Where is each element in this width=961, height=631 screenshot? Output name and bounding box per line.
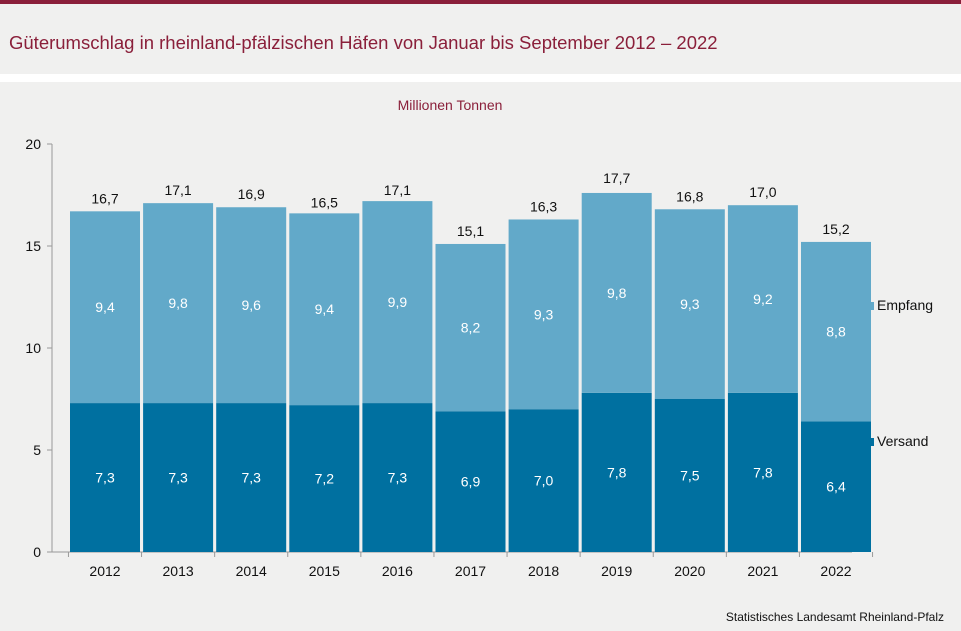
bar-segment-versand [435, 411, 506, 552]
bar-value-label-versand: 7,5 [680, 468, 700, 484]
bar-segment-versand [216, 403, 287, 552]
bar-segment-empfang [435, 243, 506, 412]
header-divider [0, 74, 961, 82]
bar-segment-empfang [727, 205, 798, 393]
y-tick-label: 0 [33, 544, 41, 560]
bar-segment-versand [727, 392, 798, 552]
bar-total-label: 17,1 [164, 182, 191, 198]
bar-total-label: 15,2 [822, 221, 849, 237]
legend-swatch-versand [866, 438, 874, 446]
y-tick-label: 10 [25, 340, 41, 356]
y-tick-label: 5 [33, 442, 41, 458]
bar-segment-versand [508, 409, 579, 552]
x-tick-label: 2021 [747, 563, 778, 579]
bar-segment-versand [70, 403, 140, 552]
bar-value-label-empfang: 9,2 [753, 291, 773, 307]
bar-segment-versand [581, 392, 652, 552]
bar-segment-versand [654, 399, 725, 552]
bar-segment-empfang [801, 241, 871, 422]
legend-label-versand: Versand [877, 433, 928, 449]
bar-segment-empfang [581, 192, 652, 393]
x-tick-label: 2013 [163, 563, 194, 579]
bar-value-label-empfang: 9,8 [607, 285, 627, 301]
x-tick-label: 2012 [89, 563, 120, 579]
bar-segment-empfang [362, 201, 433, 404]
bar-segment-empfang [143, 203, 214, 404]
bar-value-label-versand: 6,4 [826, 479, 846, 495]
bar-total-label: 17,1 [384, 182, 411, 198]
bar-segment-empfang [216, 207, 287, 404]
bar-value-label-versand: 7,3 [95, 470, 115, 486]
x-tick-label: 2018 [528, 563, 559, 579]
x-tick-label: 2019 [601, 563, 632, 579]
bar-total-label: 16,5 [311, 194, 338, 210]
top-accent-bar [0, 0, 961, 4]
x-tick-label: 2017 [455, 563, 486, 579]
bar-value-label-versand: 7,3 [168, 470, 188, 486]
bar-segment-empfang [70, 211, 140, 404]
bar-value-label-empfang: 8,8 [826, 324, 846, 340]
x-tick-label: 2016 [382, 563, 413, 579]
header: Güterumschlag in rheinland-pfälzischen H… [0, 4, 961, 74]
bar-value-label-empfang: 9,4 [95, 299, 115, 315]
y-axis-unit-label: Millionen Tonnen [397, 97, 503, 113]
x-tick-label: 2020 [674, 563, 705, 579]
bar-value-label-empfang: 9,4 [315, 301, 335, 317]
source-note: Statistisches Landesamt Rheinland-Pfalz [725, 610, 944, 624]
bar-total-label: 16,8 [676, 188, 703, 204]
bar-total-label: 17,7 [603, 170, 630, 186]
y-tick-label: 20 [25, 136, 41, 152]
bar-value-label-versand: 6,9 [461, 474, 481, 490]
bar-segment-empfang [289, 213, 360, 406]
bar-value-label-empfang: 9,3 [680, 296, 700, 312]
x-tick-label: 2015 [309, 563, 340, 579]
bar-total-label: 16,7 [91, 190, 118, 206]
bar-value-label-empfang: 9,9 [388, 294, 408, 310]
bar-total-label: 15,1 [457, 223, 484, 239]
bar-value-label-versand: 7,8 [753, 464, 773, 480]
legend-label-empfang: Empfang [877, 297, 933, 313]
bar-value-label-versand: 7,3 [388, 470, 408, 486]
bar-value-label-empfang: 9,8 [168, 295, 188, 311]
bar-value-label-empfang: 8,2 [461, 320, 481, 336]
bar-value-label-versand: 7,3 [241, 470, 261, 486]
chart-title: Güterumschlag in rheinland-pfälzischen H… [9, 32, 718, 53]
y-tick-label: 15 [25, 238, 41, 254]
bar-segment-empfang [654, 209, 725, 399]
bar-segment-versand [143, 403, 214, 552]
x-tick-label: 2014 [236, 563, 267, 579]
legend-swatch-empfang [866, 302, 874, 310]
bar-segment-versand [289, 405, 360, 552]
bar-segment-versand [362, 403, 433, 552]
bar-total-label: 16,9 [238, 186, 265, 202]
bar-value-label-versand: 7,0 [534, 473, 554, 489]
x-tick-label: 2022 [820, 563, 851, 579]
bar-segment-versand [801, 421, 871, 552]
bar-value-label-versand: 7,2 [315, 471, 335, 487]
bar-total-label: 17,0 [749, 184, 776, 200]
bar-segment-empfang [508, 219, 579, 410]
bar-total-label: 16,3 [530, 198, 557, 214]
bar-value-label-empfang: 9,6 [241, 297, 261, 313]
bar-value-label-versand: 7,8 [607, 464, 627, 480]
bar-value-label-empfang: 9,3 [534, 306, 554, 322]
